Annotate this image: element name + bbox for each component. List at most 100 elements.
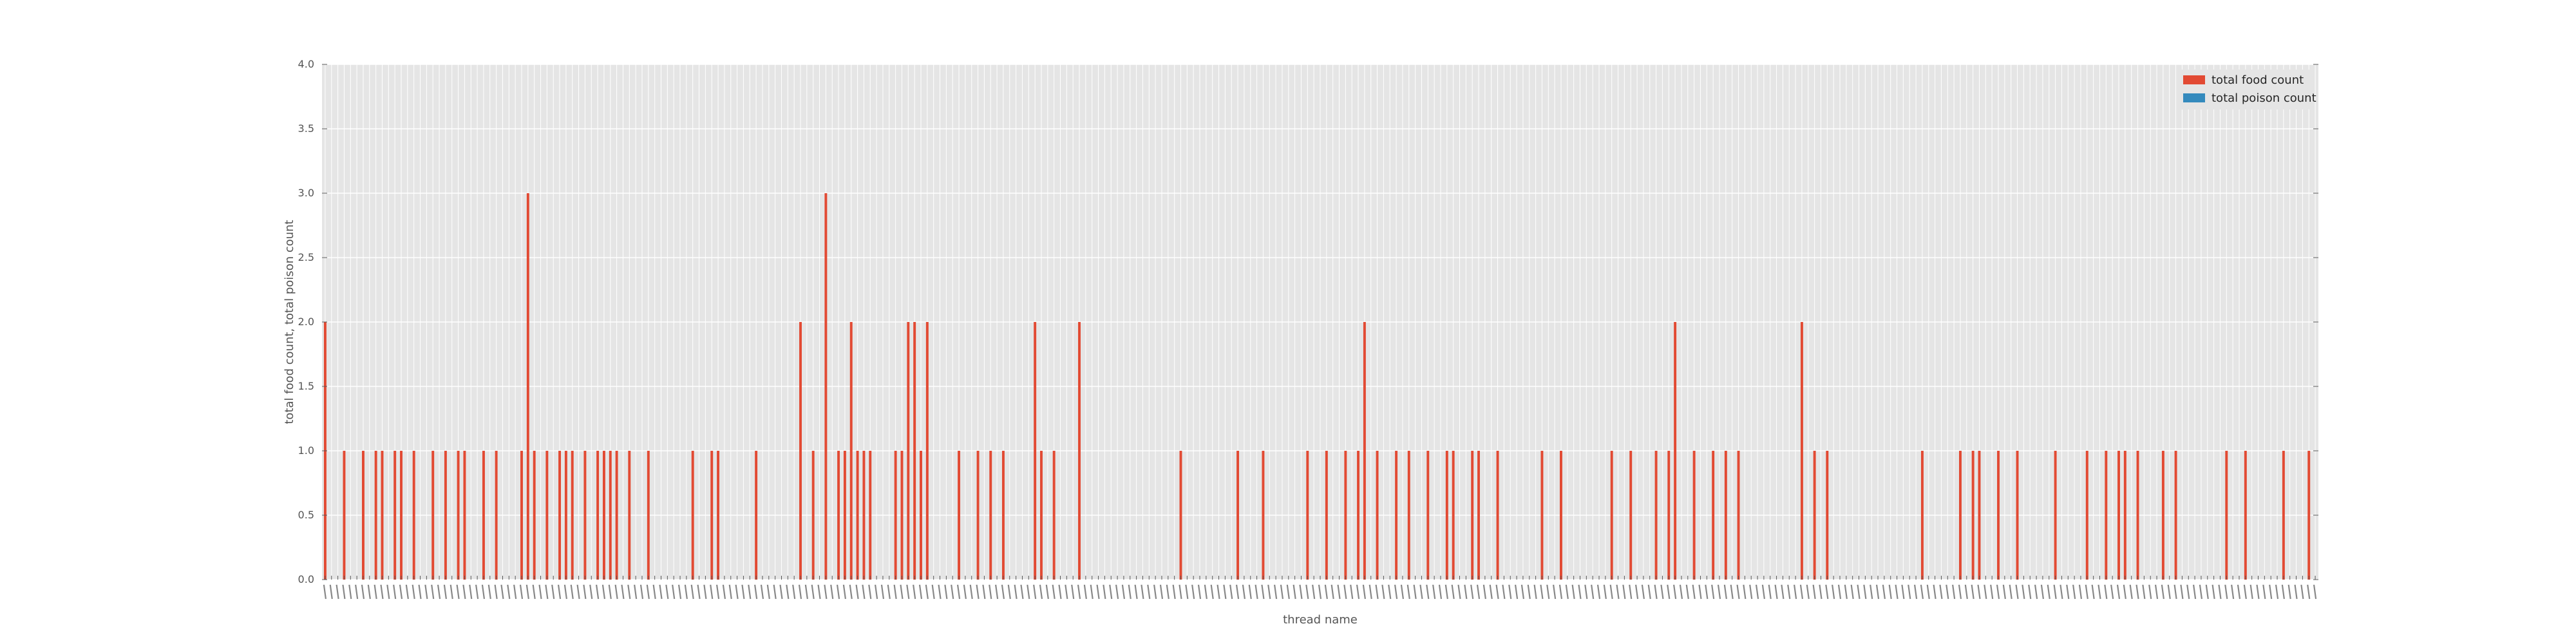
- x-tick-label-mark: [418, 584, 422, 600]
- x-tick-label-mark: [1033, 584, 1037, 600]
- x-tick-label-mark: [900, 584, 904, 600]
- x-tick-label-mark: [1514, 584, 1519, 600]
- y-tick-label: 1.5: [298, 380, 314, 392]
- x-tick-label-mark: [2034, 584, 2038, 600]
- bar-food: [2123, 451, 2126, 580]
- x-tick-label-mark: [551, 584, 555, 600]
- bar-food: [710, 451, 714, 580]
- bar-food: [2161, 451, 2164, 580]
- x-axis-label: thread name: [1283, 613, 1358, 627]
- bar-food: [1452, 451, 1455, 580]
- x-tick-label-mark: [1071, 584, 1075, 600]
- bar-food: [755, 451, 758, 580]
- x-tick-label-mark: [1578, 584, 1582, 600]
- x-tick-label-mark: [1331, 584, 1334, 600]
- bar-food: [393, 451, 397, 580]
- bar-food: [691, 451, 694, 580]
- x-tick-label-mark: [1115, 584, 1119, 600]
- x-tick-label-mark: [1596, 584, 1601, 600]
- bar-food: [558, 451, 562, 580]
- x-tick-label-mark: [1109, 584, 1113, 600]
- x-tick-label-mark: [1274, 584, 1278, 600]
- x-tick-label-mark: [1875, 584, 1880, 600]
- x-tick-label-mark: [1337, 584, 1341, 600]
- x-tick-label-mark: [875, 584, 878, 600]
- x-tick-label-mark: [1299, 584, 1303, 600]
- x-tick-label-mark: [1096, 584, 1100, 600]
- x-tick-label-mark: [1312, 584, 1316, 600]
- x-tick-label-mark: [1052, 584, 1056, 600]
- bar-food: [647, 451, 650, 580]
- x-tick-label-mark: [1400, 584, 1405, 600]
- bar-food: [1654, 451, 1658, 580]
- x-tick-label-mark: [2262, 584, 2266, 600]
- bars: [323, 193, 2311, 580]
- x-tick-label-mark: [1375, 584, 1379, 600]
- bar-food: [1471, 451, 1474, 580]
- x-tick-label-mark: [672, 584, 676, 600]
- bar-food: [2105, 451, 2108, 580]
- bar-food: [526, 193, 529, 580]
- x-tick-label-mark: [2199, 584, 2203, 600]
- bar-food: [533, 451, 536, 580]
- bar-food: [1477, 451, 1480, 580]
- x-tick-label-mark: [1622, 584, 1626, 600]
- x-tick-label-mark: [951, 584, 954, 600]
- x-tick-label-mark: [621, 584, 625, 600]
- x-tick-label-mark: [1958, 584, 1962, 600]
- x-tick-label-mark: [1350, 584, 1354, 600]
- bar-food: [1560, 451, 1562, 580]
- bar-food: [849, 322, 853, 580]
- x-tick-label-mark: [1812, 584, 1816, 600]
- x-tick-label-mark: [538, 584, 542, 600]
- x-tick-label-mark: [564, 584, 567, 600]
- x-tick-label-mark: [380, 584, 384, 600]
- bar-food: [837, 451, 840, 580]
- x-tick-label-mark: [570, 584, 574, 600]
- x-tick-label-mark: [715, 584, 720, 600]
- bar-food: [869, 451, 872, 580]
- y-tick-label: 3.5: [298, 122, 314, 135]
- x-tick-label-mark: [1065, 584, 1068, 600]
- x-tick-label-mark: [1882, 584, 1886, 600]
- x-tick-label-mark: [697, 584, 701, 600]
- x-tick-label-mark: [614, 584, 618, 600]
- x-tick-label-mark: [2072, 584, 2076, 600]
- x-tick-label-mark: [1946, 584, 1949, 600]
- x-tick-label-mark: [355, 584, 359, 600]
- x-tick-label-mark: [1520, 584, 1525, 600]
- x-tick-label-mark: [481, 584, 486, 600]
- x-tick-label-mark: [450, 584, 453, 600]
- bar-food: [431, 451, 435, 580]
- x-tick-label-mark: [1217, 584, 1220, 600]
- bar-food: [920, 451, 922, 580]
- x-tick-label-mark: [684, 584, 688, 600]
- x-tick-label-mark: [1971, 584, 1975, 600]
- x-tick-label-mark: [1286, 584, 1290, 600]
- x-tick-label-mark: [1305, 584, 1309, 600]
- x-tick-label-mark: [817, 584, 821, 600]
- x-tick-label-mark: [1482, 584, 1486, 600]
- y-tick-label: 1.0: [298, 444, 314, 457]
- x-tick-label-mark: [811, 584, 815, 600]
- x-tick-label-mark: [779, 584, 783, 600]
- x-tick-label-mark: [887, 584, 891, 600]
- x-tick-label-mark: [1609, 584, 1613, 600]
- x-tick-label-mark: [1058, 584, 1062, 600]
- bar-food: [1712, 451, 1715, 580]
- x-tick-label-mark: [1895, 584, 1899, 600]
- x-tick-label-mark: [1692, 584, 1696, 600]
- x-tick-label-mark: [412, 584, 415, 600]
- bar-food: [1040, 451, 1043, 580]
- x-tick-label-mark: [1926, 584, 1930, 600]
- x-tick-label-mark: [2098, 584, 2101, 600]
- bar-food: [1724, 451, 1727, 580]
- x-tick-label-mark: [1616, 584, 1620, 600]
- x-tick-label-mark: [913, 584, 916, 600]
- x-tick-label-mark: [931, 584, 935, 600]
- x-tick-label-mark: [2205, 584, 2209, 600]
- x-tick-label-mark: [969, 584, 973, 600]
- x-tick-label-mark: [2294, 584, 2298, 600]
- x-tick-label-mark: [1774, 584, 1778, 600]
- x-tick-label-mark: [393, 584, 397, 600]
